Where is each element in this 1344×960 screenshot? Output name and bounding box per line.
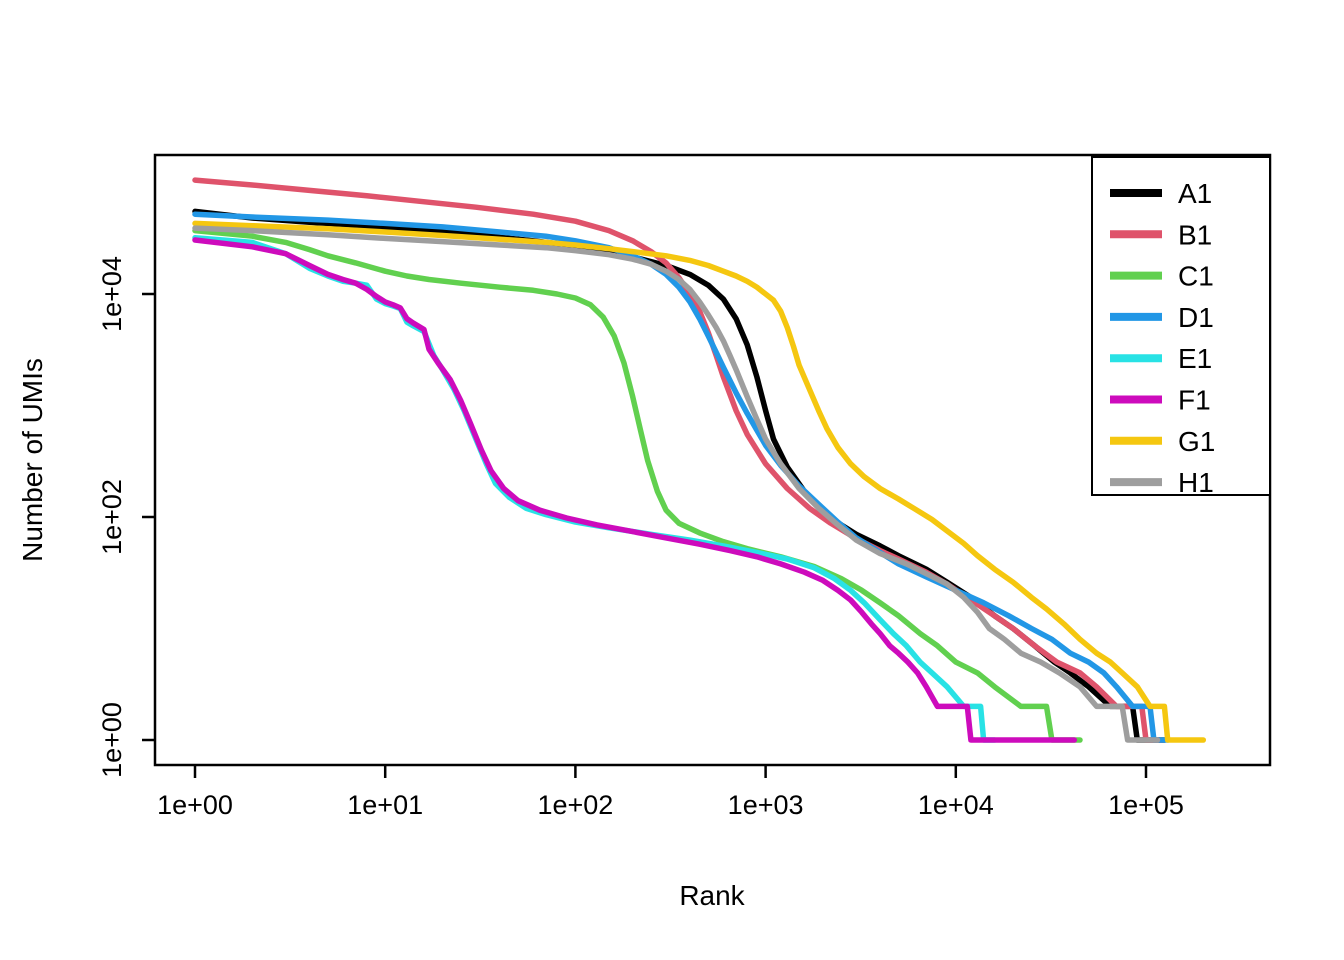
legend-label-A1: A1 bbox=[1178, 178, 1212, 209]
series-line-F1 bbox=[192, 237, 1078, 743]
legend-label-G1: G1 bbox=[1178, 426, 1215, 457]
x-tick-label: 1e+05 bbox=[1108, 790, 1184, 820]
series-line-B1 bbox=[192, 177, 1164, 743]
legend-label-B1: B1 bbox=[1178, 219, 1212, 250]
series-line-E1 bbox=[192, 234, 998, 743]
y-axis: 1e+00 1e+02 1e+04 bbox=[97, 256, 155, 778]
legend-label-H1: H1 bbox=[1178, 467, 1214, 498]
x-tick-label: 1e+00 bbox=[157, 790, 233, 820]
legend-label-F1: F1 bbox=[1178, 385, 1211, 416]
x-axis-title: Rank bbox=[679, 880, 745, 911]
legend-label-C1: C1 bbox=[1178, 261, 1214, 292]
series-line-G1 bbox=[192, 220, 1207, 743]
series-line-D1 bbox=[192, 211, 1171, 743]
series-lines bbox=[192, 177, 1207, 743]
legend-label-D1: D1 bbox=[1178, 302, 1214, 333]
legend-label-E1: E1 bbox=[1178, 343, 1212, 374]
y-tick-label: 1e+04 bbox=[97, 256, 127, 332]
legend: A1 B1 C1 D1 E1 F1 G1 H1 bbox=[1091, 156, 1271, 498]
y-tick-label: 1e+00 bbox=[97, 702, 127, 778]
series-line-H1 bbox=[192, 225, 1161, 743]
x-tick-label: 1e+02 bbox=[537, 790, 613, 820]
x-tick-label: 1e+04 bbox=[918, 790, 994, 820]
x-tick-label: 1e+01 bbox=[347, 790, 423, 820]
y-tick-label: 1e+02 bbox=[97, 479, 127, 555]
x-tick-label: 1e+03 bbox=[728, 790, 804, 820]
y-axis-title: Number of UMIs bbox=[17, 358, 48, 562]
series-line-C1 bbox=[192, 227, 1083, 743]
x-axis: 1e+00 1e+01 1e+02 1e+03 1e+04 1e+05 bbox=[157, 765, 1184, 820]
